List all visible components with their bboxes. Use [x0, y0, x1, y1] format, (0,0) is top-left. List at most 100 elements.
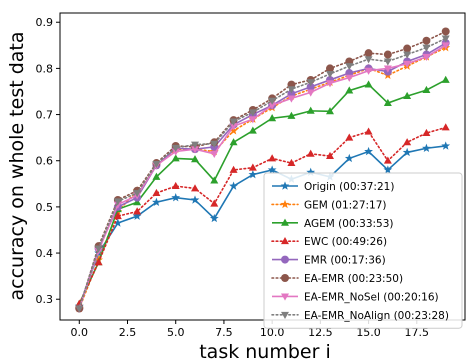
data-point — [326, 70, 334, 79]
legend-entry: AGEM (00:33:53) — [272, 218, 394, 230]
legend-marker — [281, 218, 289, 226]
y-tick-label: 0.4 — [36, 247, 54, 260]
legend-marker — [281, 237, 289, 245]
data-point — [383, 156, 392, 164]
x-tick-label: 15.0 — [356, 326, 381, 339]
data-point — [94, 245, 103, 253]
data-point — [364, 56, 373, 64]
legend-marker — [281, 274, 289, 282]
legend-marker — [281, 255, 289, 264]
legend-entry: GEM (01:27:17) — [271, 199, 387, 211]
legend-label: GEM (01:27:17) — [304, 199, 387, 211]
x-tick-label: 5.0 — [167, 326, 185, 339]
data-point — [441, 75, 450, 83]
legend-marker — [281, 293, 289, 301]
x-axis-label: task number i — [199, 341, 331, 362]
data-point — [171, 144, 180, 153]
data-point — [306, 149, 315, 157]
data-point — [383, 165, 393, 174]
data-point — [403, 44, 412, 53]
data-point — [306, 89, 315, 97]
axes: 0.0 2.5 5.0 7.5 10.0 12.5 15.0 17.5 0.3 0.4 0.5 0.6… — [36, 12, 466, 339]
data-point — [248, 126, 257, 134]
data-point — [287, 111, 296, 119]
data-point — [229, 118, 238, 126]
y-tick-label: 0.8 — [36, 62, 54, 75]
data-point — [248, 116, 257, 124]
x-tick-label: 17.5 — [405, 326, 430, 339]
plot-frame — [59, 12, 466, 321]
y-axis-label: accuracy on whole test data — [6, 31, 28, 300]
data-point — [171, 193, 181, 202]
series-4 — [75, 123, 450, 307]
data-point — [344, 153, 354, 163]
data-point — [326, 107, 334, 115]
data-point — [132, 211, 142, 220]
data-point — [171, 154, 180, 162]
data-point — [422, 44, 431, 52]
data-point — [402, 147, 412, 157]
data-point — [364, 127, 373, 135]
y-tick-label: 0.5 — [36, 201, 54, 214]
legend-entry: EMR (00:17:36) — [272, 255, 386, 267]
data-point — [441, 35, 450, 43]
data-point — [191, 155, 199, 163]
data-point — [191, 146, 199, 154]
data-point — [383, 50, 392, 59]
legend-entry: Origin (00:37:21) — [272, 181, 394, 193]
data-point — [268, 154, 277, 162]
data-point — [210, 199, 219, 207]
data-point — [326, 64, 334, 73]
data-point — [75, 305, 84, 313]
data-point — [248, 109, 257, 117]
legend-label: EWC (00:49:26) — [304, 236, 387, 248]
legend-marker — [280, 199, 290, 209]
legend-label: EA-EMR_NoAlign (00:23:28) — [304, 310, 449, 322]
plot-area — [74, 27, 451, 313]
data-point — [210, 150, 219, 159]
data-point — [364, 80, 373, 88]
legend-label: EMR (00:17:36) — [304, 255, 386, 267]
legend-label: EA-EMR (00:23:50) — [304, 273, 403, 285]
legend-box — [263, 172, 463, 329]
series-line — [78, 37, 447, 310]
data-point — [268, 102, 277, 110]
data-point — [326, 151, 334, 160]
x-tick-label: 0.0 — [71, 326, 89, 339]
data-point — [345, 63, 354, 71]
data-point — [422, 128, 431, 136]
series-8 — [75, 35, 450, 313]
legend-entry: EA-EMR (00:23:50) — [271, 273, 403, 285]
legend-label: EA-EMR_NoSel (00:20:16) — [304, 291, 439, 303]
x-tick-label: 12.5 — [308, 326, 333, 339]
data-point — [152, 161, 161, 169]
data-point — [268, 97, 277, 105]
data-point — [229, 123, 238, 131]
data-point — [171, 181, 180, 190]
legend-label: AGEM (00:33:53) — [304, 218, 394, 230]
x-tick-label: 10.0 — [260, 326, 285, 339]
data-point — [113, 198, 122, 206]
legend-entry: EA-EMR_NoAlign (00:23:28) — [271, 310, 449, 322]
data-point — [229, 181, 238, 190]
x-tick-label: 7.5 — [215, 326, 233, 339]
data-point — [152, 188, 161, 196]
data-point — [306, 167, 316, 177]
data-point — [403, 60, 412, 68]
data-point — [403, 51, 412, 59]
data-point — [422, 36, 431, 45]
data-point — [403, 91, 412, 100]
data-point — [441, 123, 450, 131]
data-point — [306, 106, 315, 114]
data-point — [441, 42, 450, 50]
data-point — [345, 86, 354, 94]
data-point — [441, 141, 451, 150]
data-point — [441, 27, 450, 36]
legend-label: Origin (00:37:21) — [304, 181, 394, 193]
x-tick-label: 2.5 — [119, 326, 137, 339]
data-point — [383, 98, 392, 106]
data-point — [306, 79, 315, 87]
data-point — [229, 165, 238, 173]
data-point — [267, 165, 277, 174]
data-point — [133, 207, 142, 215]
